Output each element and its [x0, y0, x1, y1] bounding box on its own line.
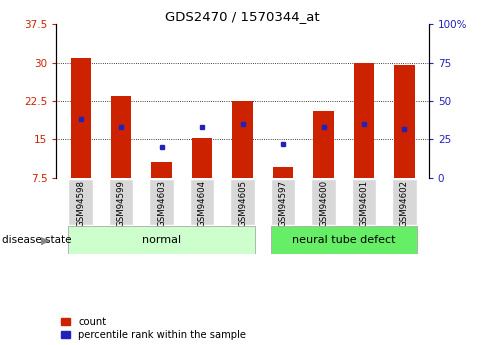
Text: neural tube defect: neural tube defect — [292, 235, 395, 245]
FancyBboxPatch shape — [352, 179, 376, 225]
Text: GSM94602: GSM94602 — [400, 180, 409, 227]
Text: GSM94600: GSM94600 — [319, 180, 328, 227]
Bar — [394, 65, 415, 178]
FancyBboxPatch shape — [392, 179, 416, 225]
Bar — [273, 167, 293, 178]
FancyBboxPatch shape — [69, 179, 93, 225]
Text: GSM94605: GSM94605 — [238, 180, 247, 227]
FancyBboxPatch shape — [149, 179, 174, 225]
FancyBboxPatch shape — [271, 179, 295, 225]
Bar — [151, 162, 172, 178]
Bar — [354, 62, 374, 178]
FancyBboxPatch shape — [271, 226, 416, 254]
Text: GSM94601: GSM94601 — [360, 180, 368, 227]
Bar — [192, 138, 212, 178]
Text: normal: normal — [142, 235, 181, 245]
Title: GDS2470 / 1570344_at: GDS2470 / 1570344_at — [165, 10, 320, 23]
Text: GSM94597: GSM94597 — [278, 180, 288, 227]
Text: GSM94604: GSM94604 — [197, 180, 207, 227]
FancyBboxPatch shape — [311, 179, 336, 225]
Text: GSM94603: GSM94603 — [157, 180, 166, 227]
FancyBboxPatch shape — [230, 179, 255, 225]
FancyBboxPatch shape — [190, 179, 214, 225]
Text: disease state: disease state — [2, 235, 72, 245]
Text: GSM94598: GSM94598 — [76, 180, 85, 227]
Bar — [232, 101, 253, 178]
FancyBboxPatch shape — [69, 226, 255, 254]
Bar — [314, 111, 334, 178]
FancyBboxPatch shape — [109, 179, 133, 225]
Bar — [71, 58, 91, 178]
Text: ▶: ▶ — [41, 236, 50, 245]
Bar — [111, 96, 131, 178]
Text: GSM94599: GSM94599 — [117, 180, 125, 227]
Legend: count, percentile rank within the sample: count, percentile rank within the sample — [61, 317, 246, 340]
